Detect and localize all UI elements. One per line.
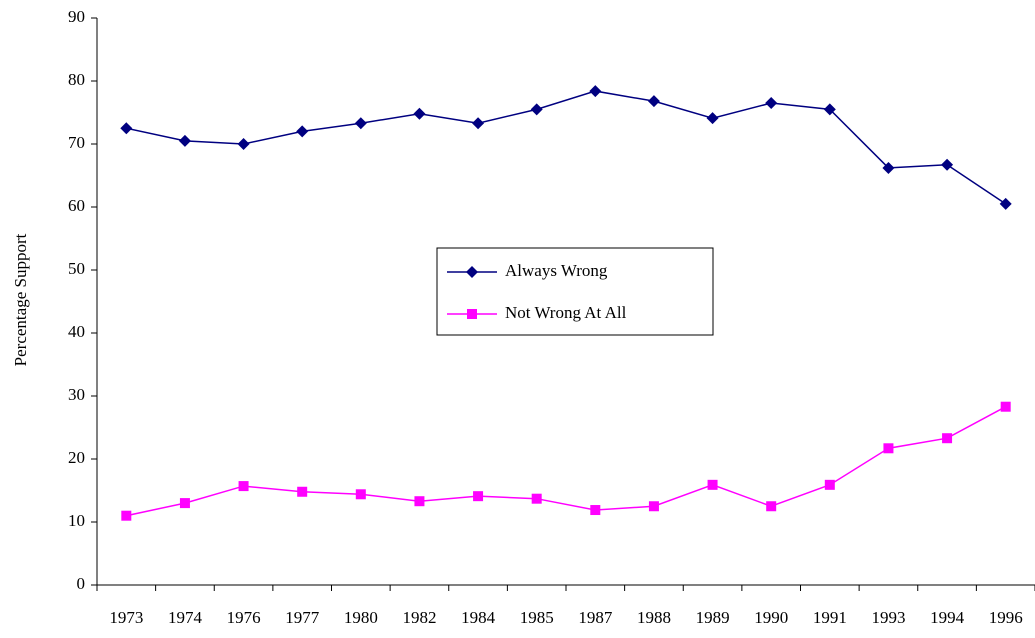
x-tick-label: 1977 — [285, 608, 320, 627]
data-point — [413, 107, 426, 120]
y-tick-label: 40 — [68, 322, 85, 341]
y-axis-label: Percentage Support — [11, 233, 30, 366]
data-point — [882, 161, 895, 174]
data-point — [824, 479, 835, 490]
data-point — [355, 489, 366, 500]
data-point — [942, 433, 953, 444]
data-point — [354, 117, 367, 130]
data-point — [473, 491, 484, 502]
x-tick-label: 1989 — [696, 608, 730, 627]
x-tick-label: 1994 — [930, 608, 965, 627]
data-point — [765, 97, 778, 110]
data-point — [647, 95, 660, 108]
x-tick-label: 1982 — [402, 608, 436, 627]
x-tick-label: 1973 — [109, 608, 143, 627]
x-tick-label: 1991 — [813, 608, 847, 627]
legend-label: Always Wrong — [505, 261, 608, 280]
series-line — [126, 406, 1007, 517]
data-point — [121, 510, 132, 521]
data-point — [297, 486, 308, 497]
data-point — [296, 125, 309, 138]
y-tick-label: 50 — [68, 259, 85, 278]
data-point — [648, 501, 659, 512]
legend-box — [436, 247, 714, 336]
x-tick-label: 1990 — [754, 608, 788, 627]
x-tick-label: 1993 — [871, 608, 905, 627]
data-point — [178, 134, 191, 147]
data-point — [941, 158, 954, 171]
y-tick-label: 0 — [77, 574, 86, 593]
data-point — [120, 122, 133, 135]
data-point — [766, 501, 777, 512]
data-point — [472, 117, 485, 130]
data-point — [530, 103, 543, 116]
data-point — [883, 443, 894, 454]
y-tick-label: 70 — [68, 133, 85, 152]
data-point — [179, 498, 190, 509]
x-tick-label: 1976 — [227, 608, 261, 627]
data-point — [238, 481, 249, 492]
y-tick-label: 30 — [68, 385, 85, 404]
y-tick-label: 90 — [68, 7, 85, 26]
series-line — [126, 90, 1007, 205]
y-tick-label: 20 — [68, 448, 85, 467]
data-point — [531, 493, 542, 504]
x-tick-label: 1987 — [578, 608, 613, 627]
data-point — [590, 505, 601, 516]
data-point — [823, 103, 836, 116]
legend-label: Not Wrong At All — [505, 303, 627, 322]
legend-marker — [466, 266, 478, 278]
data-point — [706, 112, 719, 125]
x-tick-label: 1980 — [344, 608, 378, 627]
x-tick-label: 1974 — [168, 608, 203, 627]
x-tick-label: 1984 — [461, 608, 496, 627]
data-point — [414, 496, 425, 507]
y-tick-label: 60 — [68, 196, 85, 215]
data-point — [707, 479, 718, 490]
y-tick-label: 10 — [68, 511, 85, 530]
x-tick-label: 1985 — [520, 608, 554, 627]
y-tick-label: 80 — [68, 70, 85, 89]
data-point — [999, 197, 1012, 210]
legend-marker — [467, 309, 477, 319]
data-point — [1000, 401, 1011, 412]
data-point — [237, 138, 250, 150]
x-tick-label: 1996 — [989, 608, 1023, 627]
x-tick-label: 1988 — [637, 608, 671, 627]
data-point — [589, 85, 602, 98]
